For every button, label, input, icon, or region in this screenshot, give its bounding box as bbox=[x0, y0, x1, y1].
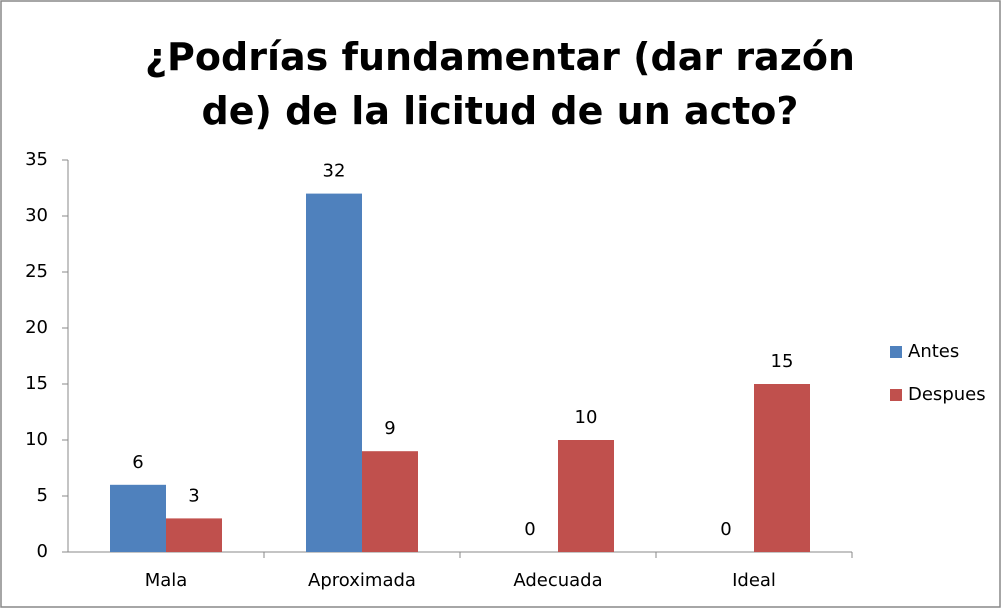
x-tick-label: Adecuada bbox=[513, 570, 602, 591]
value-label: 0 bbox=[720, 519, 731, 540]
y-tick-label: 35 bbox=[25, 149, 48, 170]
legend-swatch bbox=[890, 346, 902, 358]
value-label: 32 bbox=[323, 161, 346, 182]
y-tick-label: 0 bbox=[37, 541, 48, 562]
bar bbox=[306, 193, 362, 552]
y-tick-label: 30 bbox=[25, 205, 48, 226]
value-label: 0 bbox=[524, 519, 535, 540]
bar bbox=[362, 451, 418, 552]
bar bbox=[754, 384, 810, 552]
legend-swatch bbox=[890, 389, 902, 401]
x-tick-label: Aproximada bbox=[308, 570, 416, 591]
bar bbox=[558, 440, 614, 552]
x-tick-label: Mala bbox=[145, 570, 188, 591]
y-tick-label: 15 bbox=[25, 373, 48, 394]
bar bbox=[110, 484, 166, 552]
value-label: 3 bbox=[188, 485, 199, 506]
legend-label: Antes bbox=[908, 341, 959, 362]
y-tick-label: 20 bbox=[25, 317, 48, 338]
value-label: 10 bbox=[575, 407, 598, 428]
value-label: 6 bbox=[132, 452, 143, 473]
value-label: 9 bbox=[384, 418, 395, 439]
y-tick-label: 5 bbox=[37, 485, 48, 506]
y-tick-label: 25 bbox=[25, 261, 48, 282]
chart-title: ¿Podrías fundamentar (dar razón de) de l… bbox=[145, 35, 855, 133]
x-tick-label: Ideal bbox=[732, 570, 776, 591]
legend-label: Despues bbox=[908, 384, 986, 405]
value-label: 15 bbox=[771, 351, 794, 372]
y-tick-label: 10 bbox=[25, 429, 48, 450]
bar bbox=[166, 518, 222, 552]
